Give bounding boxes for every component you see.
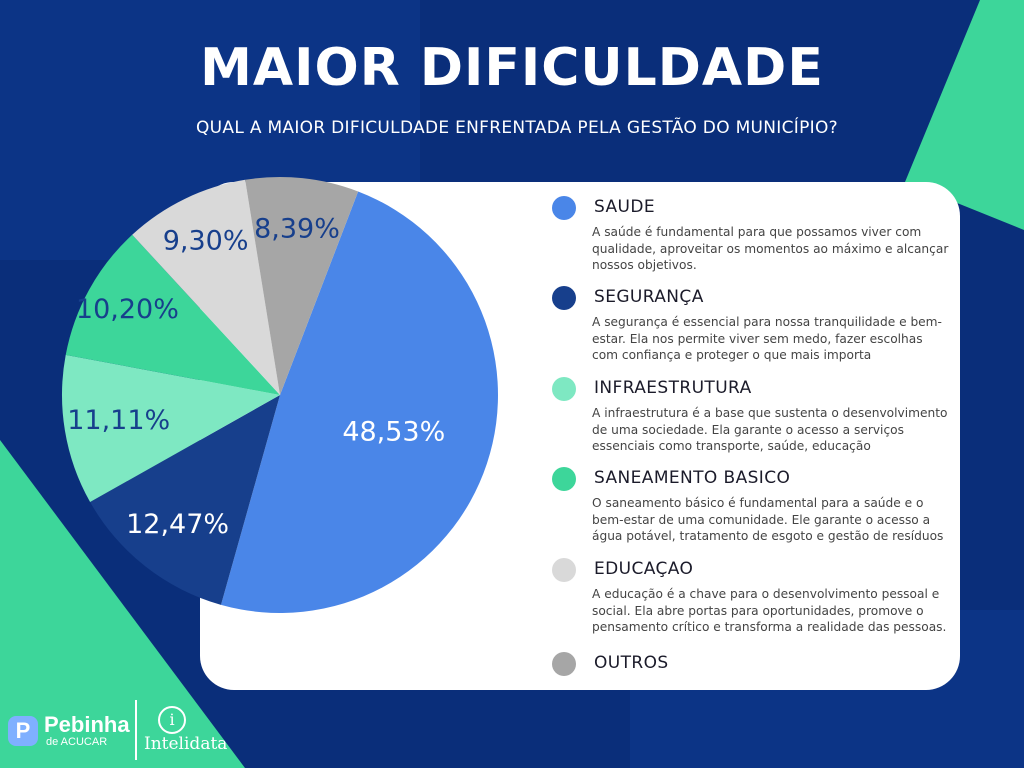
legend-swatch (552, 652, 576, 676)
legend-title: EDUCAÇAO (594, 559, 694, 579)
pie-slice-5 (132, 179, 280, 395)
pie-slice-label-5: 9,30% (163, 226, 249, 257)
footer-logos: P Pebinha de ACUCAR i Intelidata (6, 700, 228, 762)
legend-title: INFRAESTRUTURA (594, 378, 752, 398)
legend-title: SANEAMENTO BASICO (594, 468, 791, 488)
legend-swatch (552, 558, 576, 582)
legend-title: SEGURANÇA (594, 287, 704, 307)
logo-divider (135, 700, 137, 760)
legend-description: O saneamento básico é fundamental para a… (592, 496, 944, 543)
legend-description: A segurança é essencial para nossa tranq… (592, 315, 942, 362)
pie-slice-2 (90, 395, 280, 605)
pie-slice-label-2: 12,47% (126, 509, 229, 540)
legend-swatch (552, 467, 576, 491)
intelidata-logo-name: Intelidata (144, 734, 228, 754)
page-subtitle: QUAL A MAIOR DIFICULDADE ENFRENTADA PELA… (196, 118, 838, 138)
pie-slice-label-6: 8,39% (254, 214, 340, 245)
pie-slice-6 (245, 177, 359, 395)
legend-swatch (552, 377, 576, 401)
legend-description: A infraestrutura é a base que sustenta o… (592, 406, 948, 453)
pebinha-logo-icon: P (8, 716, 38, 746)
page-title: MAIOR DIFICULDADE (200, 38, 824, 98)
pie-slice-4 (65, 234, 280, 395)
pie-slice-label-4: 10,20% (76, 294, 179, 325)
pie-slice-3 (62, 354, 281, 503)
green-corner-bottom-left (0, 440, 245, 768)
green-corner-top-right (905, 0, 1024, 230)
legend-swatch (552, 196, 576, 220)
intelidata-logo-icon: i (158, 706, 186, 734)
legend-swatch (552, 286, 576, 310)
pebinha-logo-name: Pebinha (44, 712, 130, 737)
legend-title: OUTROS (594, 653, 669, 673)
pebinha-logo-subtitle: de ACUCAR (46, 736, 108, 748)
pie-slice-1 (220, 191, 498, 613)
legend-title: SAUDE (594, 197, 656, 217)
legend-description: A educação é a chave para o desenvolvime… (592, 587, 947, 634)
pie-slice-label-1: 48,53% (342, 416, 445, 447)
pie-slice-label-3: 11,11% (67, 405, 170, 436)
legend-description: A saúde é fundamental para que possamos … (592, 225, 949, 272)
